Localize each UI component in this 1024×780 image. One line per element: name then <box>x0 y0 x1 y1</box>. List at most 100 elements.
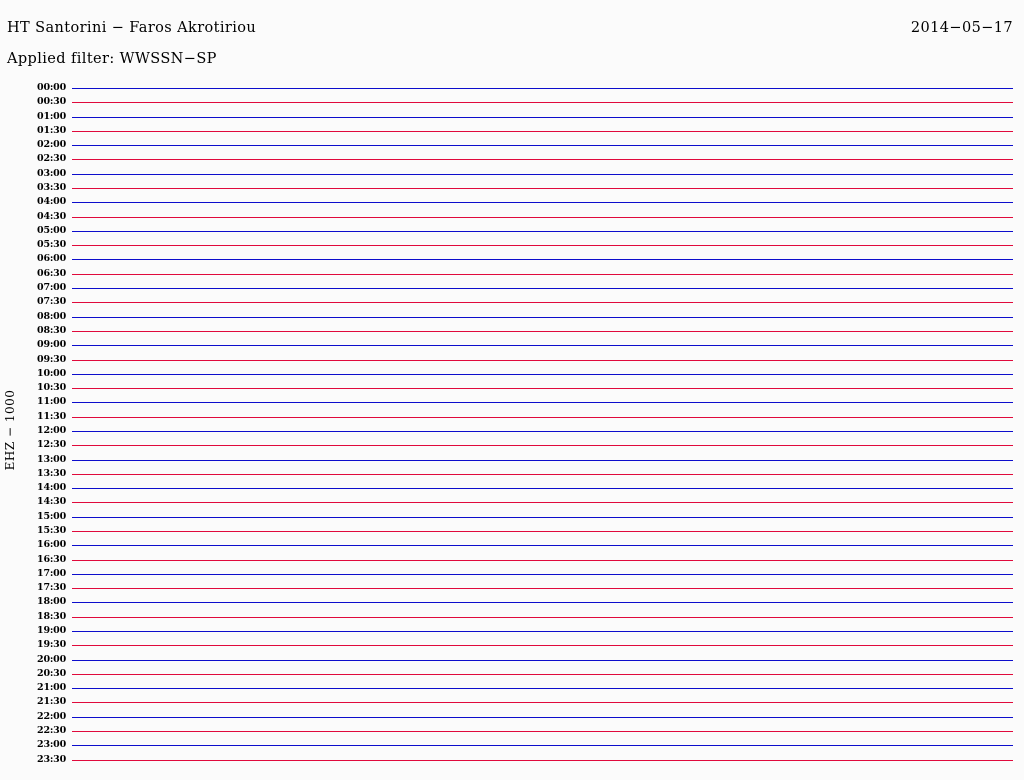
trace-waveform-line <box>72 588 1013 590</box>
trace-row: 15:00 <box>0 510 1024 524</box>
trace-time-label: 09:30 <box>37 353 66 365</box>
trace-time-label: 01:00 <box>37 110 66 122</box>
trace-row: 18:00 <box>0 595 1024 609</box>
trace-row: 01:30 <box>0 124 1024 138</box>
trace-waveform-line <box>72 416 1013 418</box>
trace-waveform-line <box>72 173 1013 175</box>
trace-waveform-line <box>72 130 1013 132</box>
trace-time-label: 11:30 <box>37 410 66 422</box>
trace-time-label: 02:30 <box>37 153 66 165</box>
trace-waveform-line <box>72 645 1013 647</box>
trace-waveform-line <box>72 388 1013 390</box>
trace-row: 09:00 <box>0 338 1024 352</box>
trace-waveform-line <box>72 216 1013 218</box>
trace-time-label: 16:00 <box>37 539 66 551</box>
trace-waveform-line <box>72 316 1013 318</box>
trace-time-label: 21:00 <box>37 682 66 694</box>
trace-waveform-line <box>72 259 1013 261</box>
trace-time-label: 22:30 <box>37 725 66 737</box>
trace-row: 08:30 <box>0 324 1024 338</box>
trace-waveform-line <box>72 402 1013 404</box>
trace-time-label: 09:00 <box>37 339 66 351</box>
trace-time-label: 13:00 <box>37 453 66 465</box>
trace-row: 10:30 <box>0 381 1024 395</box>
trace-row: 00:30 <box>0 95 1024 109</box>
trace-row: 19:30 <box>0 638 1024 652</box>
trace-row: 20:30 <box>0 667 1024 681</box>
trace-waveform-line <box>72 673 1013 675</box>
trace-time-label: 08:30 <box>37 324 66 336</box>
trace-time-label: 15:00 <box>37 510 66 522</box>
trace-time-label: 02:00 <box>37 139 66 151</box>
page-title: HT Santorini − Faros Akrotiriou <box>7 20 257 36</box>
trace-time-label: 19:00 <box>37 625 66 637</box>
trace-time-label: 11:00 <box>37 396 66 408</box>
trace-waveform-line <box>72 159 1013 161</box>
trace-row: 23:30 <box>0 753 1024 767</box>
trace-row: 01:00 <box>0 110 1024 124</box>
trace-row: 21:30 <box>0 695 1024 709</box>
trace-time-label: 08:00 <box>37 310 66 322</box>
trace-waveform-line <box>72 573 1013 575</box>
trace-time-label: 10:30 <box>37 382 66 394</box>
trace-row: 18:30 <box>0 610 1024 624</box>
trace-row: 00:00 <box>0 81 1024 95</box>
applied-filter-label: Applied filter: WWSSN−SP <box>7 51 217 67</box>
trace-waveform-line <box>72 473 1013 475</box>
trace-time-label: 20:00 <box>37 653 66 665</box>
trace-time-label: 12:00 <box>37 424 66 436</box>
trace-waveform-line <box>72 759 1013 761</box>
trace-time-label: 23:00 <box>37 739 66 751</box>
trace-time-label: 00:00 <box>37 82 66 93</box>
trace-time-label: 23:30 <box>37 753 66 765</box>
trace-waveform-line <box>72 616 1013 618</box>
trace-row: 14:30 <box>0 495 1024 509</box>
trace-time-label: 04:30 <box>37 210 66 222</box>
trace-row: 13:00 <box>0 453 1024 467</box>
trace-waveform-line <box>72 502 1013 504</box>
trace-time-label: 07:00 <box>37 282 66 294</box>
trace-row: 15:30 <box>0 524 1024 538</box>
trace-time-label: 12:30 <box>37 439 66 451</box>
trace-waveform-line <box>72 631 1013 633</box>
trace-row: 03:30 <box>0 181 1024 195</box>
trace-row: 16:00 <box>0 538 1024 552</box>
trace-waveform-line <box>72 659 1013 661</box>
trace-waveform-line <box>72 345 1013 347</box>
trace-time-label: 18:00 <box>37 596 66 608</box>
trace-row: 17:30 <box>0 581 1024 595</box>
trace-waveform-line <box>72 245 1013 247</box>
trace-waveform-line <box>72 116 1013 118</box>
trace-row: 23:00 <box>0 738 1024 752</box>
trace-time-label: 04:00 <box>37 196 66 208</box>
trace-row: 06:30 <box>0 267 1024 281</box>
trace-row: 13:30 <box>0 467 1024 481</box>
trace-time-label: 15:30 <box>37 524 66 536</box>
trace-time-label: 20:30 <box>37 667 66 679</box>
trace-row: 05:30 <box>0 238 1024 252</box>
trace-row: 20:00 <box>0 653 1024 667</box>
trace-row: 21:00 <box>0 681 1024 695</box>
trace-waveform-line <box>72 716 1013 718</box>
trace-time-label: 03:00 <box>37 167 66 179</box>
trace-row: 07:30 <box>0 295 1024 309</box>
trace-time-label: 07:30 <box>37 296 66 308</box>
trace-time-label: 01:30 <box>37 124 66 136</box>
trace-time-label: 17:30 <box>37 582 66 594</box>
trace-time-label: 06:00 <box>37 253 66 265</box>
trace-row: 16:30 <box>0 553 1024 567</box>
trace-time-label: 00:30 <box>37 96 66 108</box>
trace-waveform-line <box>72 230 1013 232</box>
trace-time-label: 14:00 <box>37 482 66 494</box>
trace-row: 12:30 <box>0 438 1024 452</box>
trace-row: 09:30 <box>0 353 1024 367</box>
trace-time-label: 17:00 <box>37 567 66 579</box>
trace-waveform-line <box>72 602 1013 604</box>
trace-waveform-line <box>72 145 1013 147</box>
trace-row: 02:00 <box>0 138 1024 152</box>
trace-row: 11:30 <box>0 410 1024 424</box>
trace-row: 04:30 <box>0 210 1024 224</box>
trace-waveform-line <box>72 702 1013 704</box>
